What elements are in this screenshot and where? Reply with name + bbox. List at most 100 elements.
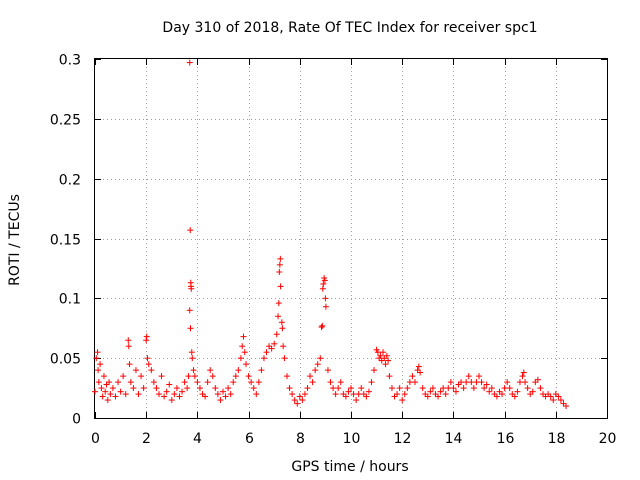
x-tick-label: 20 <box>599 431 617 447</box>
data-point <box>273 331 280 338</box>
data-point <box>524 385 531 392</box>
data-point <box>394 391 401 398</box>
data-point <box>396 385 403 392</box>
data-point <box>417 369 424 376</box>
data-point <box>437 388 444 395</box>
data-point <box>450 385 457 392</box>
data-point <box>493 393 500 400</box>
data-point <box>445 385 452 392</box>
data-point <box>181 379 188 386</box>
data-point <box>130 385 137 392</box>
data-point <box>473 379 480 386</box>
data-point <box>294 400 301 407</box>
data-point <box>106 379 113 386</box>
data-point <box>163 388 170 395</box>
data-point <box>268 345 275 352</box>
x-tick-label: 2 <box>142 431 151 447</box>
y-tick-label: 0.3 <box>59 53 81 69</box>
data-point <box>550 397 557 404</box>
y-tick-label: 0.05 <box>50 352 81 368</box>
data-point <box>188 285 195 292</box>
data-point <box>383 352 390 359</box>
y-tick-label: 0 <box>72 412 81 428</box>
data-point <box>189 355 196 362</box>
data-point <box>143 333 150 340</box>
data-point <box>463 379 470 386</box>
data-point <box>537 385 544 392</box>
data-point <box>95 379 102 386</box>
data-point <box>321 277 328 284</box>
x-tick-label: 14 <box>445 431 463 447</box>
data-point <box>138 373 145 380</box>
data-point <box>330 385 337 392</box>
data-point <box>318 324 325 331</box>
data-point <box>171 391 178 398</box>
data-point <box>214 391 221 398</box>
plot-frame <box>94 58 608 419</box>
data-point <box>435 393 442 400</box>
data-point <box>212 385 219 392</box>
data-point <box>93 355 100 362</box>
data-point <box>296 393 303 400</box>
data-point <box>468 379 475 386</box>
data-point <box>207 367 214 374</box>
data-point <box>187 227 194 234</box>
data-point <box>314 361 321 368</box>
data-point <box>363 393 370 400</box>
data-point <box>140 385 147 392</box>
data-point <box>483 381 490 388</box>
data-point <box>476 373 482 380</box>
data-point <box>522 379 529 386</box>
data-point <box>190 367 197 374</box>
data-point <box>112 393 119 400</box>
data-point <box>125 337 132 344</box>
data-point <box>286 385 293 392</box>
data-point <box>452 388 459 395</box>
data-point <box>225 385 232 392</box>
data-point <box>332 391 339 398</box>
data-point <box>519 373 526 380</box>
data-point <box>258 367 265 374</box>
data-point <box>240 333 247 340</box>
data-point <box>555 393 562 400</box>
data-point <box>187 325 194 332</box>
data-point <box>277 283 284 290</box>
data-point <box>317 355 324 362</box>
data-point <box>115 379 122 386</box>
y-axis-label: ROTI / TECUs <box>7 194 23 286</box>
data-point <box>319 285 326 292</box>
data-point <box>186 307 193 314</box>
data-point <box>547 393 554 400</box>
data-point <box>202 393 209 400</box>
data-points <box>92 59 570 410</box>
data-point <box>145 361 152 368</box>
data-point <box>239 343 246 350</box>
data-point <box>117 388 124 395</box>
data-point <box>276 261 283 268</box>
data-point <box>97 361 104 368</box>
x-tick-label: 10 <box>343 431 361 447</box>
data-point <box>424 393 431 400</box>
data-point <box>143 337 150 344</box>
data-point <box>322 295 329 302</box>
axis-ticks: 0 2 4 6 8 10 12 14 16 18 20 0 0.05 0.1 0.15 0.2 0.25 0.3 <box>50 53 617 448</box>
data-point <box>194 379 201 386</box>
data-point <box>377 352 384 359</box>
data-point <box>260 355 267 362</box>
data-point <box>100 373 107 380</box>
data-point <box>248 379 255 386</box>
data-point <box>399 397 406 404</box>
y-tick-label: 0.15 <box>50 233 81 249</box>
data-point <box>557 397 564 404</box>
data-point <box>404 385 411 392</box>
x-tick-label: 16 <box>497 431 515 447</box>
data-point <box>465 373 472 380</box>
data-point <box>470 385 477 392</box>
data-point <box>348 385 354 392</box>
data-point <box>406 379 413 386</box>
data-point <box>275 300 282 307</box>
data-point <box>301 391 308 398</box>
data-point <box>291 397 298 404</box>
data-point <box>156 391 162 398</box>
